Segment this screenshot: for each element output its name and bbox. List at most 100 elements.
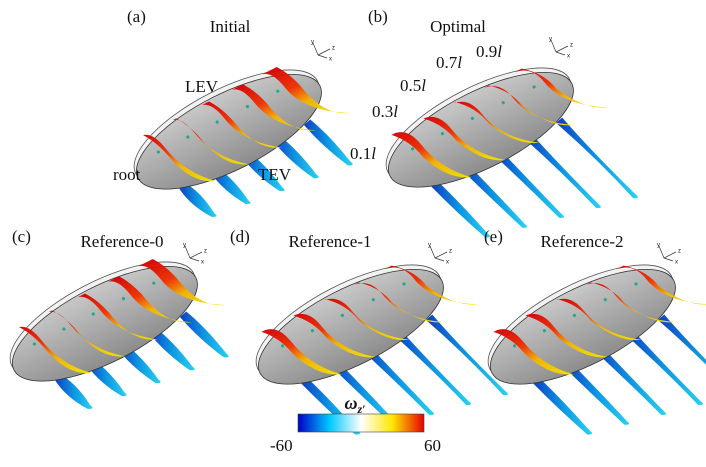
tev <box>564 362 630 425</box>
tev <box>179 311 229 358</box>
tev <box>394 330 471 406</box>
tev <box>431 181 491 238</box>
lev <box>108 276 192 323</box>
axis-line <box>317 54 328 59</box>
vortex-core <box>215 120 219 124</box>
axis-label: y <box>428 243 431 249</box>
wing-group <box>255 264 508 435</box>
vortex-core <box>501 101 505 105</box>
panel-title: Reference-0 <box>80 232 163 251</box>
wing <box>490 269 676 385</box>
axis-line <box>663 251 677 259</box>
wing <box>12 266 198 382</box>
lev <box>77 293 158 340</box>
vortex-core <box>156 150 160 154</box>
span-fraction: 0.7 <box>436 53 458 72</box>
wing <box>136 74 322 190</box>
panel-title: Reference-1 <box>288 232 371 251</box>
vortex-core <box>121 296 126 301</box>
span-symbol: l <box>421 76 426 95</box>
axis-label: x <box>329 57 332 63</box>
axis-label: y <box>657 243 660 249</box>
wing-group <box>133 67 353 217</box>
axis-label: y <box>549 37 552 43</box>
tev <box>555 117 638 199</box>
axis-label: z <box>678 249 681 255</box>
span-fraction: 0.1 <box>350 144 371 163</box>
colorbar-max: 60 <box>424 436 441 455</box>
vortex-core <box>440 132 445 136</box>
axis-label: x <box>446 260 449 266</box>
vortex-core <box>603 298 607 302</box>
lev-label: LEV <box>185 77 219 96</box>
axis-line <box>317 48 331 56</box>
tev <box>55 375 93 409</box>
panel-title: Optimal <box>430 17 486 36</box>
tev <box>524 133 601 209</box>
tev <box>272 135 319 179</box>
vortex-core <box>32 342 36 346</box>
colorbar-subscript: z′ <box>356 402 365 416</box>
tev <box>363 346 435 415</box>
axis-label: y <box>311 40 314 46</box>
axis-line <box>658 245 665 259</box>
axis-label: z <box>570 43 573 49</box>
tev-label: TEV <box>258 165 292 184</box>
wing-group <box>9 259 229 409</box>
axis-line <box>184 245 191 259</box>
lev <box>138 259 226 306</box>
tev <box>148 327 195 371</box>
lev <box>19 326 92 374</box>
axis-label: z <box>332 46 335 52</box>
tev <box>493 149 565 218</box>
tev <box>425 314 508 396</box>
axis-line <box>555 45 569 53</box>
vortex-core <box>62 327 66 331</box>
vortex-core <box>310 329 315 333</box>
vortex-core <box>91 312 95 316</box>
wing-group <box>487 264 706 435</box>
axis-label: z <box>449 249 452 255</box>
lev <box>525 313 608 358</box>
colorbar-label: ωz′ <box>344 393 365 416</box>
span-fraction: 0.3 <box>372 102 393 121</box>
span-symbol: l <box>457 53 462 72</box>
tev <box>332 362 398 425</box>
vortex-core <box>470 116 475 120</box>
vortex-core <box>634 282 638 286</box>
axis-line <box>434 257 445 262</box>
panel-title: Reference-2 <box>540 232 623 251</box>
lev <box>293 313 376 358</box>
axis-label: x <box>567 54 570 60</box>
panel-label: (c) <box>12 227 31 246</box>
span-label: 0.5l <box>400 76 426 95</box>
panel-label: (e) <box>484 227 503 246</box>
colorbar <box>297 413 425 433</box>
lev <box>262 67 350 114</box>
tev <box>303 119 353 166</box>
vortex-core <box>186 135 190 139</box>
vortex-core <box>371 298 375 302</box>
vortex-core <box>276 89 280 93</box>
axis-label: y <box>183 243 186 249</box>
axis-triad: y zx <box>549 37 573 60</box>
axis-label: x <box>675 260 678 266</box>
vortex-core <box>542 329 547 333</box>
lev <box>493 329 574 375</box>
vortex-core <box>245 104 250 109</box>
tev <box>462 165 528 228</box>
tev <box>595 346 667 415</box>
span-fraction: 0.5 <box>400 76 421 95</box>
wing-group <box>385 67 638 238</box>
lev <box>143 134 216 182</box>
lev <box>201 101 282 148</box>
axis-triad: y zx <box>657 243 681 266</box>
span-symbol: l <box>371 144 376 163</box>
axis-line <box>429 245 436 259</box>
span-fraction: 0.9 <box>476 42 497 61</box>
lev <box>232 84 316 131</box>
span-symbol: l <box>497 42 502 61</box>
vortex-core <box>280 344 285 348</box>
axis-line <box>555 51 566 56</box>
panel-label: (b) <box>368 7 388 26</box>
